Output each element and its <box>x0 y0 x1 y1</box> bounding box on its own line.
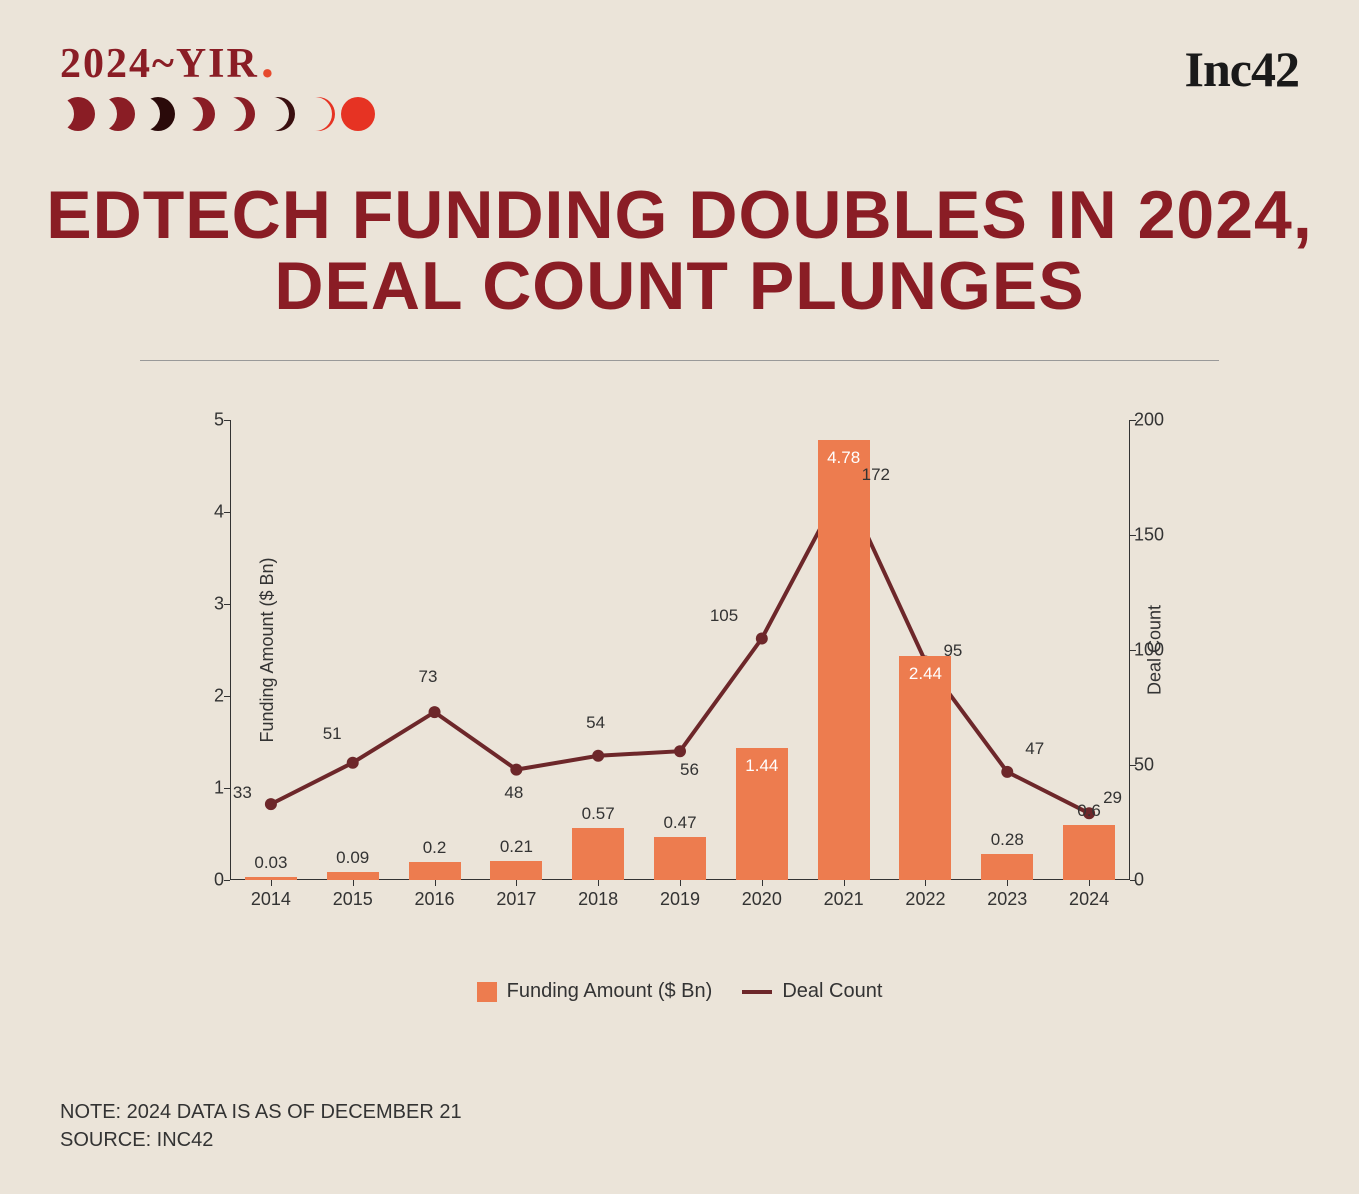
x-axis-label: 2017 <box>496 889 536 910</box>
funding-bar-label: 0.21 <box>500 837 533 857</box>
y-left-tick: 1 <box>200 778 224 799</box>
legend-bar-label: Funding Amount ($ Bn) <box>507 980 713 1003</box>
y-left-axis-label: Funding Amount ($ Bn) <box>257 557 278 742</box>
y-left-tick: 0 <box>200 870 224 891</box>
y-right-tick: 150 <box>1134 525 1174 546</box>
deal-count-label: 172 <box>862 465 890 485</box>
y-right-tick: 200 <box>1134 410 1174 431</box>
funding-bar <box>899 656 951 880</box>
deal-count-label: 95 <box>943 641 962 661</box>
x-axis-label: 2024 <box>1069 889 1109 910</box>
brand-logo: Inc42 <box>1185 40 1299 98</box>
funding-bar-label: 0.09 <box>336 848 369 868</box>
funding-bar <box>1063 825 1115 880</box>
x-axis-label: 2023 <box>987 889 1027 910</box>
x-axis-label: 2016 <box>415 889 455 910</box>
funding-bar-label: 0.47 <box>663 813 696 833</box>
footer: NOTE: 2024 DATA IS AS OF DECEMBER 21 SOU… <box>60 1098 462 1154</box>
yir-dot-icon: . <box>261 45 276 76</box>
footer-source: SOURCE: INC42 <box>60 1126 462 1154</box>
chart-title: EDTECH FUNDING DOUBLES IN 2024, DEAL COU… <box>0 180 1359 323</box>
legend-line: Deal Count <box>742 980 882 1003</box>
y-left-tick: 4 <box>200 502 224 523</box>
x-axis-label: 2014 <box>251 889 291 910</box>
y-right-tick: 100 <box>1134 640 1174 661</box>
funding-bar <box>654 837 706 880</box>
funding-bar <box>327 872 379 880</box>
funding-bar <box>818 440 870 880</box>
deal-count-line <box>230 420 1130 880</box>
deal-count-label: 51 <box>323 724 342 744</box>
x-axis-label: 2015 <box>333 889 373 910</box>
legend-bar: Funding Amount ($ Bn) <box>477 980 713 1003</box>
yir-text: 2024~YIR <box>60 40 259 88</box>
x-axis-label: 2022 <box>905 889 945 910</box>
footer-note: NOTE: 2024 DATA IS AS OF DECEMBER 21 <box>60 1098 462 1126</box>
funding-bar-label: 1.44 <box>745 756 778 776</box>
funding-bar <box>409 862 461 880</box>
y-right-tick: 50 <box>1134 755 1174 776</box>
legend: Funding Amount ($ Bn) Deal Count <box>0 980 1359 1003</box>
funding-bar <box>981 854 1033 880</box>
funding-bar-label: 0.03 <box>254 853 287 873</box>
deal-count-label: 56 <box>680 760 699 780</box>
y-axis-left <box>230 420 231 880</box>
funding-bar-label: 4.78 <box>827 448 860 468</box>
divider <box>140 360 1219 361</box>
deal-count-label: 48 <box>504 783 523 803</box>
deal-count-label: 47 <box>1025 739 1044 759</box>
title-line-1: EDTECH FUNDING DOUBLES IN 2024, <box>0 180 1359 251</box>
y-left-tick: 2 <box>200 686 224 707</box>
funding-bar-label: 2.44 <box>909 664 942 684</box>
x-axis-label: 2020 <box>742 889 782 910</box>
deal-count-label: 33 <box>233 783 252 803</box>
x-axis-label: 2021 <box>824 889 864 910</box>
y-right-tick: 0 <box>1134 870 1174 891</box>
funding-bar-label: 0.28 <box>991 830 1024 850</box>
funding-bar <box>490 861 542 880</box>
deal-count-label: 73 <box>419 667 438 687</box>
moon-phases-icon <box>60 96 376 132</box>
y-left-tick: 3 <box>200 594 224 615</box>
funding-bar-label: 0.57 <box>582 804 615 824</box>
funding-bar-label: 0.6 <box>1077 801 1101 821</box>
x-axis-label: 2019 <box>660 889 700 910</box>
y-left-tick: 5 <box>200 410 224 431</box>
deal-count-label: 29 <box>1103 788 1122 808</box>
yir-logo: 2024~YIR. <box>60 40 376 132</box>
legend-line-label: Deal Count <box>782 980 882 1003</box>
funding-bar <box>572 828 624 880</box>
deal-count-label: 105 <box>710 606 738 626</box>
legend-bar-swatch-icon <box>477 982 497 1002</box>
funding-bar-label: 0.2 <box>423 838 447 858</box>
x-axis-label: 2018 <box>578 889 618 910</box>
title-line-2: DEAL COUNT PLUNGES <box>0 251 1359 322</box>
chart: Funding Amount ($ Bn) Deal Count 0123450… <box>140 400 1220 940</box>
legend-line-swatch-icon <box>742 990 772 994</box>
deal-count-label: 54 <box>586 713 605 733</box>
